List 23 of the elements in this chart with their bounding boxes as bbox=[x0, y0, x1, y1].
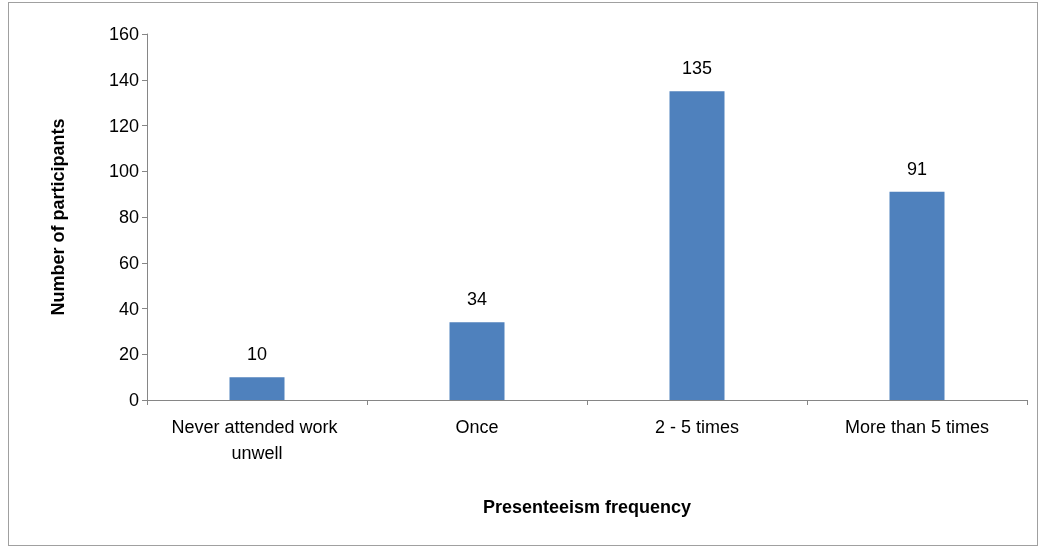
bar bbox=[889, 191, 945, 400]
bar bbox=[669, 91, 725, 400]
y-tick-label: 0 bbox=[128, 390, 139, 410]
y-axis-title: Number of participants bbox=[48, 118, 68, 316]
y-tick-label: 160 bbox=[108, 24, 139, 44]
bar bbox=[229, 377, 285, 400]
y-tick-label: 20 bbox=[118, 344, 139, 365]
bar bbox=[449, 322, 505, 400]
x-tick-label: Once bbox=[455, 417, 499, 437]
data-label: 34 bbox=[466, 289, 488, 310]
y-tick-label: 60 bbox=[118, 252, 139, 273]
y-tick-label: 40 bbox=[118, 298, 139, 319]
data-label: 135 bbox=[681, 58, 713, 79]
y-tick-label: 140 bbox=[108, 69, 139, 90]
data-label: 10 bbox=[246, 344, 268, 365]
y-tick-label: 100 bbox=[108, 161, 139, 182]
y-tick-label: 80 bbox=[118, 207, 139, 227]
x-tick-label: Never attended work unwell bbox=[171, 417, 343, 463]
x-tick-label: 2 - 5 times bbox=[654, 417, 740, 437]
x-tick-label: More than 5 times bbox=[844, 417, 990, 437]
data-label: 91 bbox=[906, 158, 928, 179]
x-axis-title: Presenteeism frequency bbox=[482, 497, 692, 517]
y-tick-label: 120 bbox=[108, 115, 139, 136]
